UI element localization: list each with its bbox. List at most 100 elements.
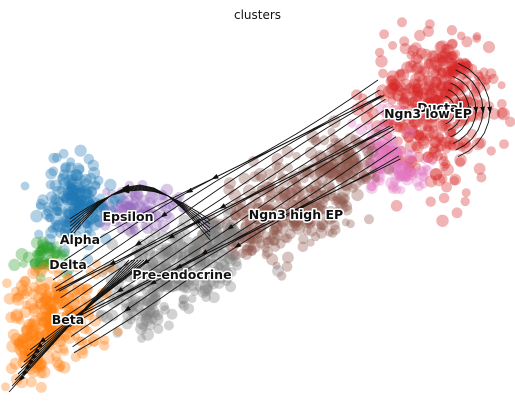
cell-point [83, 326, 93, 335]
cell-point [141, 328, 154, 341]
cell-point [82, 283, 93, 294]
cell-point [222, 206, 235, 219]
cell-point [454, 153, 467, 167]
cell-point [296, 194, 306, 204]
cell-point [120, 213, 132, 225]
cell-point [425, 58, 437, 70]
cell-point [35, 258, 47, 270]
cell-point [329, 214, 338, 223]
cell-point [35, 298, 47, 310]
cell-point [152, 309, 164, 321]
cell-point [331, 207, 343, 219]
cell-point [57, 245, 71, 258]
cell-point [377, 119, 390, 133]
cell-point [201, 235, 213, 246]
cell-point [209, 240, 219, 249]
cell-point [441, 110, 453, 122]
cell-point [11, 286, 21, 297]
cell-point [241, 244, 253, 256]
cell-point [475, 137, 487, 149]
cell-point [262, 237, 274, 248]
cell-point [55, 226, 67, 238]
cell-point [287, 219, 300, 232]
cell-point [129, 225, 138, 234]
streamline [69, 186, 211, 233]
cell-point [335, 168, 346, 179]
cell-point [194, 249, 204, 258]
streamline-arrow [452, 106, 458, 114]
cell-point [467, 63, 478, 74]
cell-point [400, 91, 413, 104]
cell-point [347, 163, 360, 175]
cell-point [394, 166, 405, 176]
cell-point [447, 63, 460, 77]
cell-point [216, 259, 230, 273]
cell-point [47, 317, 59, 329]
cell-point [468, 88, 481, 101]
cell-point [273, 162, 286, 174]
cell-point [394, 145, 407, 157]
cell-point [421, 83, 435, 96]
cell-point [72, 199, 84, 211]
cell-point [118, 204, 129, 215]
cell-point [385, 134, 399, 148]
cell-point [30, 329, 39, 338]
cell-point [330, 224, 341, 235]
cell-point [49, 246, 62, 259]
cell-point [239, 209, 251, 222]
cell-point [286, 199, 298, 211]
cell-point [61, 214, 71, 223]
cell-point [182, 285, 192, 294]
cell-point [67, 179, 77, 188]
cell-point [333, 196, 346, 209]
cell-point [66, 184, 80, 198]
cell-point [446, 65, 456, 75]
cell-point [66, 157, 76, 167]
cell-point [410, 99, 420, 109]
cell-point [44, 322, 55, 333]
cell-point [385, 82, 399, 96]
cell-point [121, 318, 133, 330]
cell-point [36, 244, 49, 257]
cell-point [277, 216, 289, 228]
cell-point [404, 155, 415, 166]
cell-point [437, 67, 447, 77]
cell-point [131, 202, 140, 211]
cell-point [344, 159, 354, 169]
velocity-streamlines [8, 63, 493, 393]
cell-point [429, 136, 441, 148]
cell-point [412, 103, 423, 114]
cell-point [439, 48, 452, 60]
cell-point [148, 294, 161, 307]
cell-point [246, 245, 257, 256]
cell-point [374, 157, 388, 170]
streamline-arrow [21, 369, 28, 377]
cell-point [160, 244, 173, 257]
streamline-arrow [24, 364, 31, 371]
cell-point [61, 333, 70, 342]
streamline-arrow [38, 337, 46, 344]
cell-point [16, 335, 30, 349]
cell-point [466, 128, 477, 139]
cell-point [37, 361, 46, 370]
cell-point [418, 82, 432, 95]
cell-point [38, 248, 51, 262]
cell-point [435, 120, 448, 133]
cell-point [109, 194, 120, 205]
cell-point [445, 128, 456, 139]
cell-point [411, 116, 423, 128]
cell-point [428, 128, 439, 140]
cell-point [440, 86, 453, 99]
cell-point [30, 266, 40, 277]
cell-point [217, 230, 229, 242]
cell-point [413, 151, 425, 163]
cell-point [282, 251, 294, 264]
cell-point [449, 176, 460, 186]
cell-point [47, 307, 60, 320]
cell-point [261, 250, 270, 260]
cell-point [120, 298, 131, 308]
cell-point [394, 85, 406, 97]
cell-point [249, 190, 261, 203]
cell-point [70, 173, 79, 182]
